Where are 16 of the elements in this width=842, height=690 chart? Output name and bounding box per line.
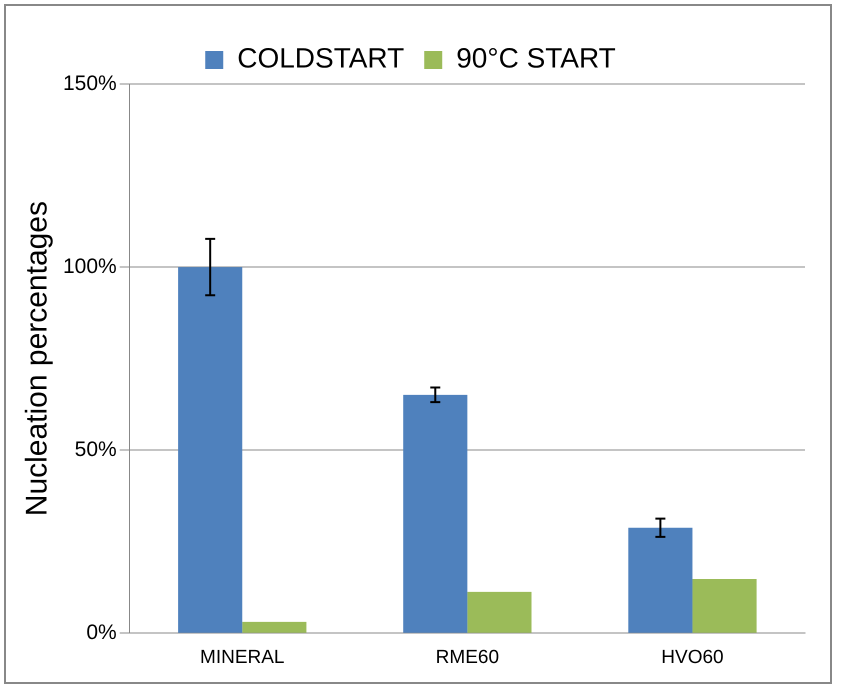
x-tick-label: RME60 — [436, 646, 500, 668]
bar — [692, 579, 757, 633]
x-tick-label: MINERAL — [200, 646, 284, 668]
bar — [178, 267, 242, 633]
bar — [242, 622, 306, 633]
y-tick-label: 0% — [86, 620, 117, 644]
bar — [628, 528, 692, 633]
y-tick-label: 150% — [62, 72, 117, 95]
legend-label: COLDSTART — [237, 42, 404, 74]
y-tick-label: 50% — [74, 438, 117, 461]
y-tick-label: 100% — [62, 254, 117, 278]
y-axis-title: Nucleation percentages — [20, 200, 54, 516]
bar — [467, 592, 532, 633]
legend-label: 90°C START — [456, 42, 616, 74]
bar — [403, 394, 468, 633]
x-tick-label: HVO60 — [661, 646, 724, 668]
